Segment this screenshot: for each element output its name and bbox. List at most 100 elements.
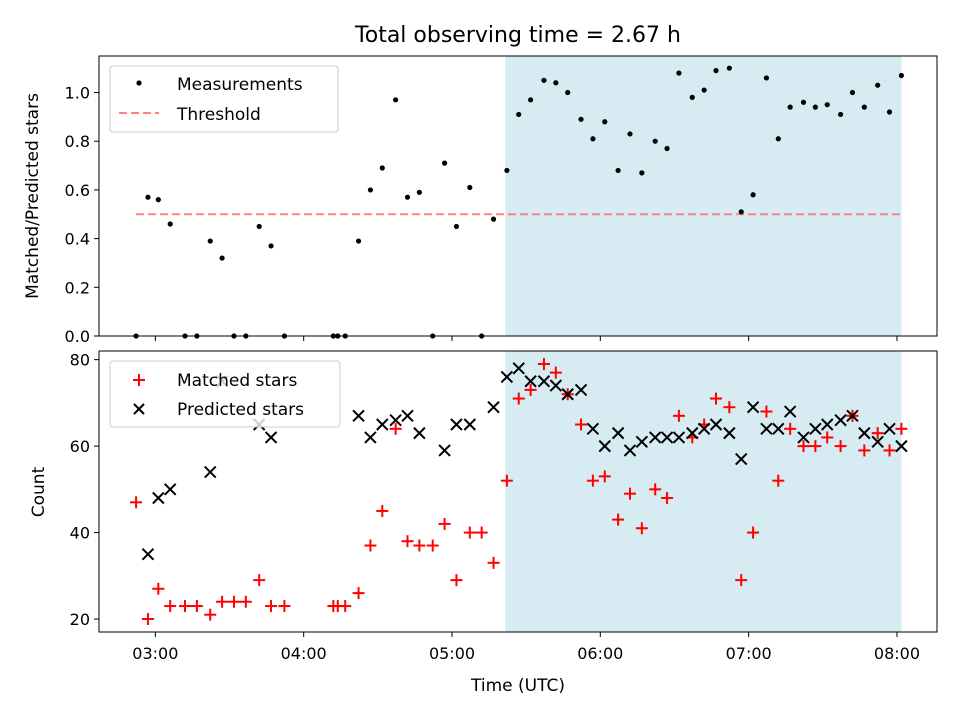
- y-tick-label: 80: [70, 351, 90, 370]
- matched-star-point: [164, 600, 177, 613]
- matched-star-point: [612, 513, 625, 526]
- predicted-star-point: [648, 431, 662, 444]
- measurement-point: [615, 167, 621, 174]
- measurement-point: [541, 77, 547, 83]
- matched-star-point: [463, 526, 476, 539]
- legend-marker-measurements: [136, 80, 142, 86]
- matched-star-point: [426, 539, 439, 552]
- predicted-star-point: [512, 362, 525, 375]
- matched-star-point: [450, 574, 463, 587]
- measurement-point: [528, 97, 534, 103]
- matched-star-point: [130, 496, 143, 509]
- y-tick-label: 0.4: [65, 230, 90, 249]
- top-legend: Measurements Threshold: [109, 65, 339, 133]
- matched-star-point: [821, 431, 834, 444]
- predicted-star-point: [537, 375, 551, 388]
- measurement-point: [565, 89, 571, 96]
- measurement-point: [800, 99, 807, 105]
- predicted-star-point: [623, 444, 637, 457]
- legend-label-threshold: Threshold: [176, 105, 261, 125]
- matched-star-point: [549, 366, 562, 379]
- y-tick-label: 0.2: [65, 278, 90, 297]
- predicted-star-point: [821, 418, 834, 431]
- matched-star-point: [152, 582, 165, 595]
- predicted-star-point: [686, 426, 699, 440]
- predicted-star-point: [438, 444, 451, 457]
- measurement-point: [590, 136, 596, 142]
- matched-star-point: [141, 613, 154, 626]
- matched-star-point: [278, 600, 291, 613]
- measurement-point: [738, 209, 744, 215]
- measurement-point: [416, 189, 422, 195]
- matched-star-point: [179, 600, 192, 613]
- matched-star-point: [895, 422, 908, 435]
- matched-star-point: [413, 539, 426, 552]
- measurement-point: [701, 87, 707, 93]
- predicted-star-point: [846, 409, 859, 423]
- measurement-point: [775, 136, 781, 142]
- y-tick-label: 0.0: [65, 327, 90, 346]
- legend-label-matched: Matched stars: [177, 371, 297, 391]
- measurement-point: [553, 80, 559, 86]
- x-tick-label: 03:00: [132, 644, 178, 663]
- predicted-star-point: [858, 426, 871, 440]
- matched-star-point: [389, 422, 402, 435]
- predicted-star-point: [809, 422, 822, 436]
- bottom-legend: Matched stars Predicted stars: [109, 360, 341, 428]
- measurement-point: [664, 145, 670, 152]
- matched-star-point: [512, 392, 525, 405]
- matched-star-point: [500, 474, 513, 487]
- x-tick-label: 06:00: [577, 644, 623, 663]
- matched-star-point: [883, 444, 896, 457]
- matched-star-point: [672, 409, 685, 422]
- measurement-point: [167, 221, 173, 227]
- measurement-point: [849, 89, 856, 96]
- legend-label-measurements: Measurements: [177, 75, 303, 95]
- matched-star-point: [204, 608, 217, 621]
- matched-star-point: [537, 357, 550, 370]
- matched-star-point: [253, 574, 266, 587]
- predicted-star-point: [834, 413, 847, 427]
- measurement-point: [268, 243, 274, 249]
- measurement-point: [898, 72, 905, 79]
- matched-star-point: [487, 556, 500, 569]
- matched-star-point: [438, 517, 451, 530]
- predicted-star-point: [598, 439, 611, 453]
- predicted-star-point: [871, 435, 884, 448]
- measurement-point: [787, 104, 793, 110]
- predicted-star-point: [723, 426, 736, 440]
- matched-star-point: [524, 383, 537, 396]
- x-tick-label: 05:00: [429, 644, 475, 663]
- bottom-legend-box: [109, 360, 341, 428]
- measurement-point: [404, 194, 411, 200]
- measurement-point: [145, 194, 151, 200]
- matched-star-point: [747, 526, 760, 539]
- predicted-star-point: [352, 409, 365, 423]
- measurement-point: [689, 94, 695, 100]
- predicted-star-point: [413, 426, 426, 440]
- measurement-point: [393, 97, 399, 103]
- predicted-star-point: [204, 465, 217, 479]
- measurement-point: [602, 119, 608, 125]
- matched-star-point: [352, 587, 365, 600]
- matched-star-point: [710, 392, 723, 405]
- matched-star-point: [475, 526, 488, 539]
- predicted-star-point: [697, 422, 711, 436]
- matched-star-point: [190, 600, 203, 613]
- predicted-star-point: [635, 435, 649, 448]
- highlight-region: [505, 351, 902, 632]
- matched-star-point: [239, 595, 252, 608]
- x-tick-label: 07:00: [726, 644, 772, 663]
- matched-star-point: [623, 487, 636, 500]
- matched-star-point: [834, 440, 847, 453]
- predicted-star-point: [574, 383, 588, 397]
- measurement-point: [467, 184, 473, 191]
- measurement-point: [726, 65, 732, 71]
- predicted-star-point: [735, 452, 748, 466]
- measurement-point: [886, 109, 893, 115]
- matched-star-point: [797, 440, 810, 453]
- measurement-point: [578, 116, 584, 122]
- predicted-star-point: [389, 413, 402, 427]
- predicted-star-point: [672, 431, 686, 444]
- measurement-point: [453, 223, 460, 230]
